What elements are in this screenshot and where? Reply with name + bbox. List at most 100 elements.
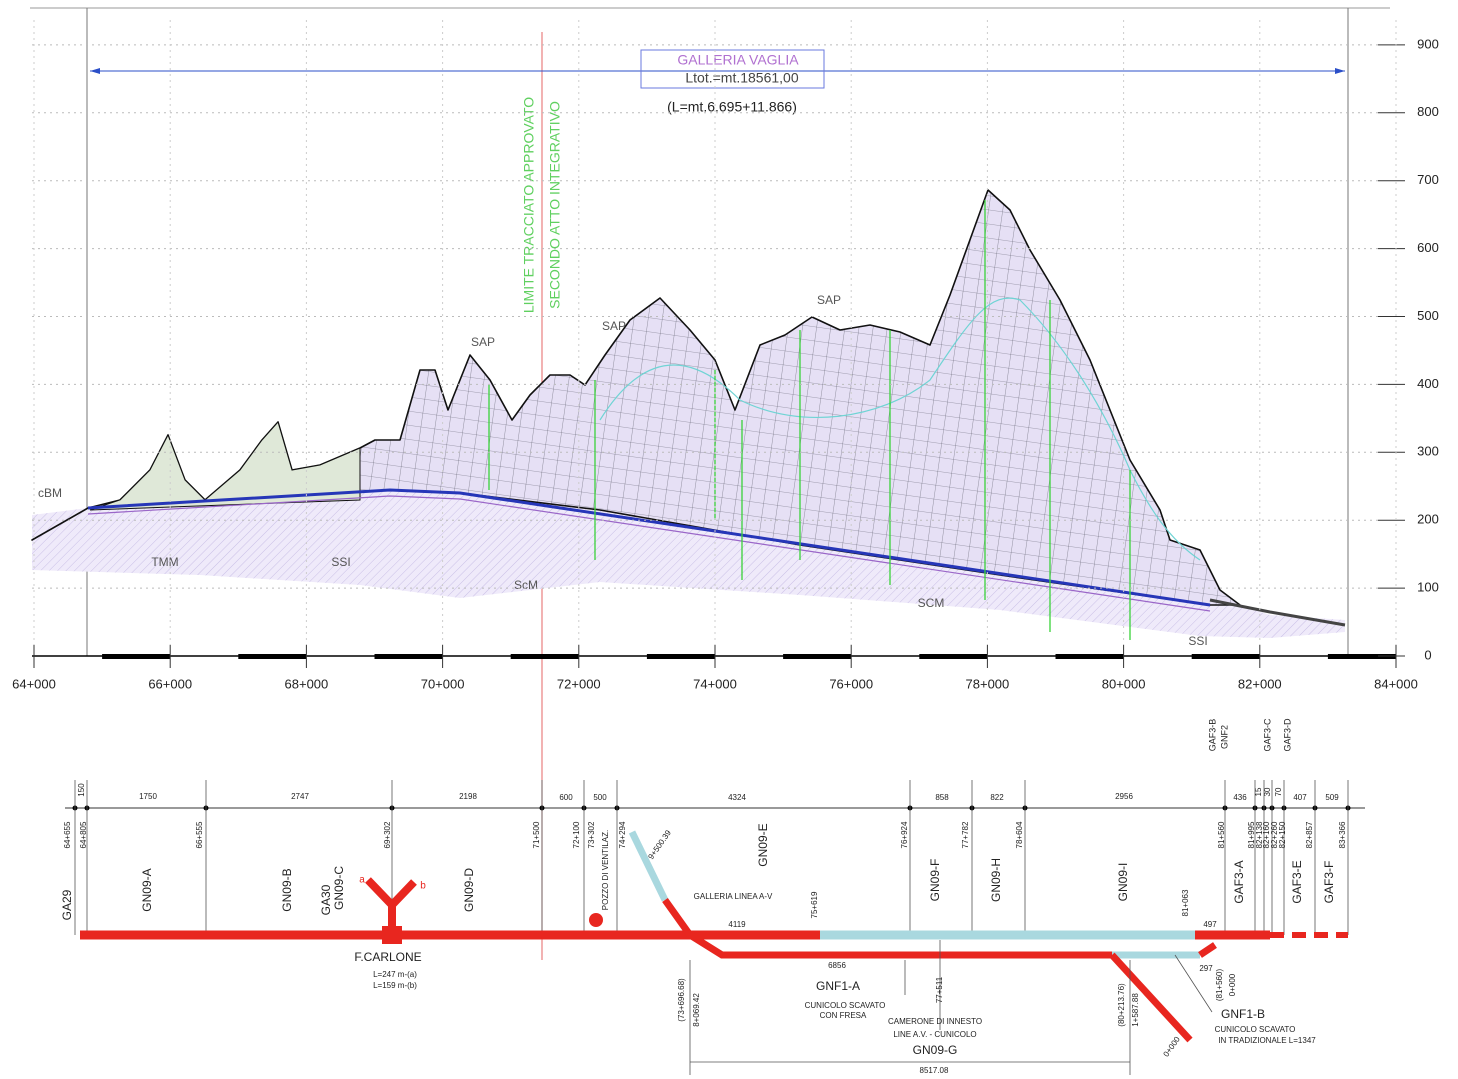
label: SAP: [471, 335, 495, 349]
label: 822: [990, 793, 1004, 802]
label: 150: [77, 783, 86, 797]
ruler-segment: [919, 654, 987, 659]
label: 81+063: [1181, 889, 1190, 916]
shaft: [382, 926, 402, 944]
label: 68+000: [285, 676, 329, 691]
label: 75+619: [810, 891, 819, 918]
ruler-segment: [647, 654, 715, 659]
label: GAF3-F: [1322, 861, 1336, 904]
label: 0+000: [1162, 1035, 1183, 1059]
label: SCM: [918, 596, 945, 610]
label: SAP: [602, 319, 626, 333]
label: 76+924: [900, 821, 909, 848]
label: 82+000: [1238, 676, 1282, 691]
label: 1+587.88: [1131, 993, 1140, 1027]
ruler-segment: [511, 654, 579, 659]
label: 4324: [728, 793, 746, 802]
label: GAF3-A: [1232, 860, 1246, 903]
label: 600: [1417, 240, 1439, 255]
label: SSI: [331, 555, 350, 569]
label: GA30: [319, 884, 333, 915]
label: 74+000: [693, 676, 737, 691]
label: 64+655: [63, 821, 72, 848]
tunnel: [1200, 945, 1215, 955]
label: 100: [1417, 580, 1439, 595]
label: SSI: [1188, 634, 1207, 648]
label: 600: [559, 793, 573, 802]
ruler-segment: [238, 654, 306, 659]
label: 81+560: [1217, 821, 1226, 848]
label: LIMITE TRACCIATO APPROVATO: [521, 97, 537, 313]
label: IN TRADIZIONALE L=1347: [1218, 1036, 1316, 1045]
label: 297: [1199, 964, 1213, 973]
label: a: [359, 875, 365, 886]
label: 77+511: [935, 976, 944, 1003]
label: 8+069.42: [692, 993, 701, 1027]
label: GN09-A: [140, 868, 154, 911]
label: GALLERIA LINEA A-V: [694, 892, 773, 901]
label: 72+100: [572, 821, 581, 848]
label: 700: [1417, 172, 1439, 187]
label: 64+000: [12, 676, 56, 691]
label: 0+000: [1228, 973, 1237, 996]
ventilation-shaft: [589, 913, 603, 927]
label: 500: [593, 793, 607, 802]
label: POZZO DI VENTILAZ.: [601, 830, 610, 910]
label: GAF3-E: [1290, 860, 1304, 903]
label: GN09-F: [928, 859, 942, 902]
label: CON FRESA: [820, 1011, 867, 1020]
label: 200: [1417, 512, 1439, 527]
label: CUNICOLO SCAVATO: [1215, 1025, 1296, 1034]
label: 66+555: [195, 821, 204, 848]
ruler-segment: [102, 654, 170, 659]
label: LINE A.V. - CUNICOLO: [893, 1030, 976, 1039]
label: 800: [1417, 104, 1439, 119]
label: 509: [1325, 793, 1339, 802]
label: 8517.08: [920, 1066, 949, 1075]
label: 2956: [1115, 792, 1133, 801]
label: 436: [1233, 793, 1247, 802]
ruler-segment: [375, 654, 443, 659]
ruler-segment: [1056, 654, 1124, 659]
ruler-segment: [783, 654, 851, 659]
label: 30: [1263, 787, 1272, 796]
label: 900: [1417, 36, 1439, 51]
label: 82+150: [1278, 821, 1287, 848]
label: SAP: [817, 293, 841, 307]
label: GN09-I: [1116, 863, 1130, 902]
ruler-segment: [1192, 654, 1260, 659]
label: (81+560): [1215, 969, 1224, 1002]
drawing: GALLERIA VAGLIALtot.=mt.18561,00(L=mt.6.…: [0, 0, 1458, 1079]
label: GN09-D: [462, 868, 476, 912]
label: 78+000: [966, 676, 1010, 691]
label: GA29: [60, 889, 74, 920]
label: 1750: [139, 792, 157, 801]
label: 82+857: [1305, 821, 1314, 848]
label: L=159 m-(b): [373, 981, 417, 990]
label: GNF2: [1219, 725, 1229, 749]
label: GNF1-B: [1221, 1007, 1265, 1021]
label: 858: [935, 793, 949, 802]
label: GN09-B: [280, 868, 294, 911]
label: GN09-E: [756, 823, 770, 866]
label: 70+000: [421, 676, 465, 691]
label: 83+366: [1338, 821, 1347, 848]
label: 407: [1293, 793, 1307, 802]
label: 497: [1203, 920, 1217, 929]
label: 73+302: [587, 821, 596, 848]
label: GN09-H: [989, 858, 1003, 902]
label: 74+294: [618, 821, 627, 848]
label: 70: [1274, 787, 1283, 796]
label: 71+500: [532, 821, 541, 848]
label: 84+000: [1374, 676, 1418, 691]
label: (80+213.76): [1117, 983, 1126, 1027]
label: 76+000: [829, 676, 873, 691]
label: cBM: [38, 486, 62, 500]
label: TMM: [151, 555, 178, 569]
label: F.CARLONE: [354, 950, 421, 964]
label: 66+000: [148, 676, 192, 691]
label: GN09-G: [913, 1043, 958, 1057]
label: GALLERIA VAGLIA: [677, 52, 799, 68]
ruler: [32, 654, 1396, 659]
profile: [32, 190, 1345, 640]
